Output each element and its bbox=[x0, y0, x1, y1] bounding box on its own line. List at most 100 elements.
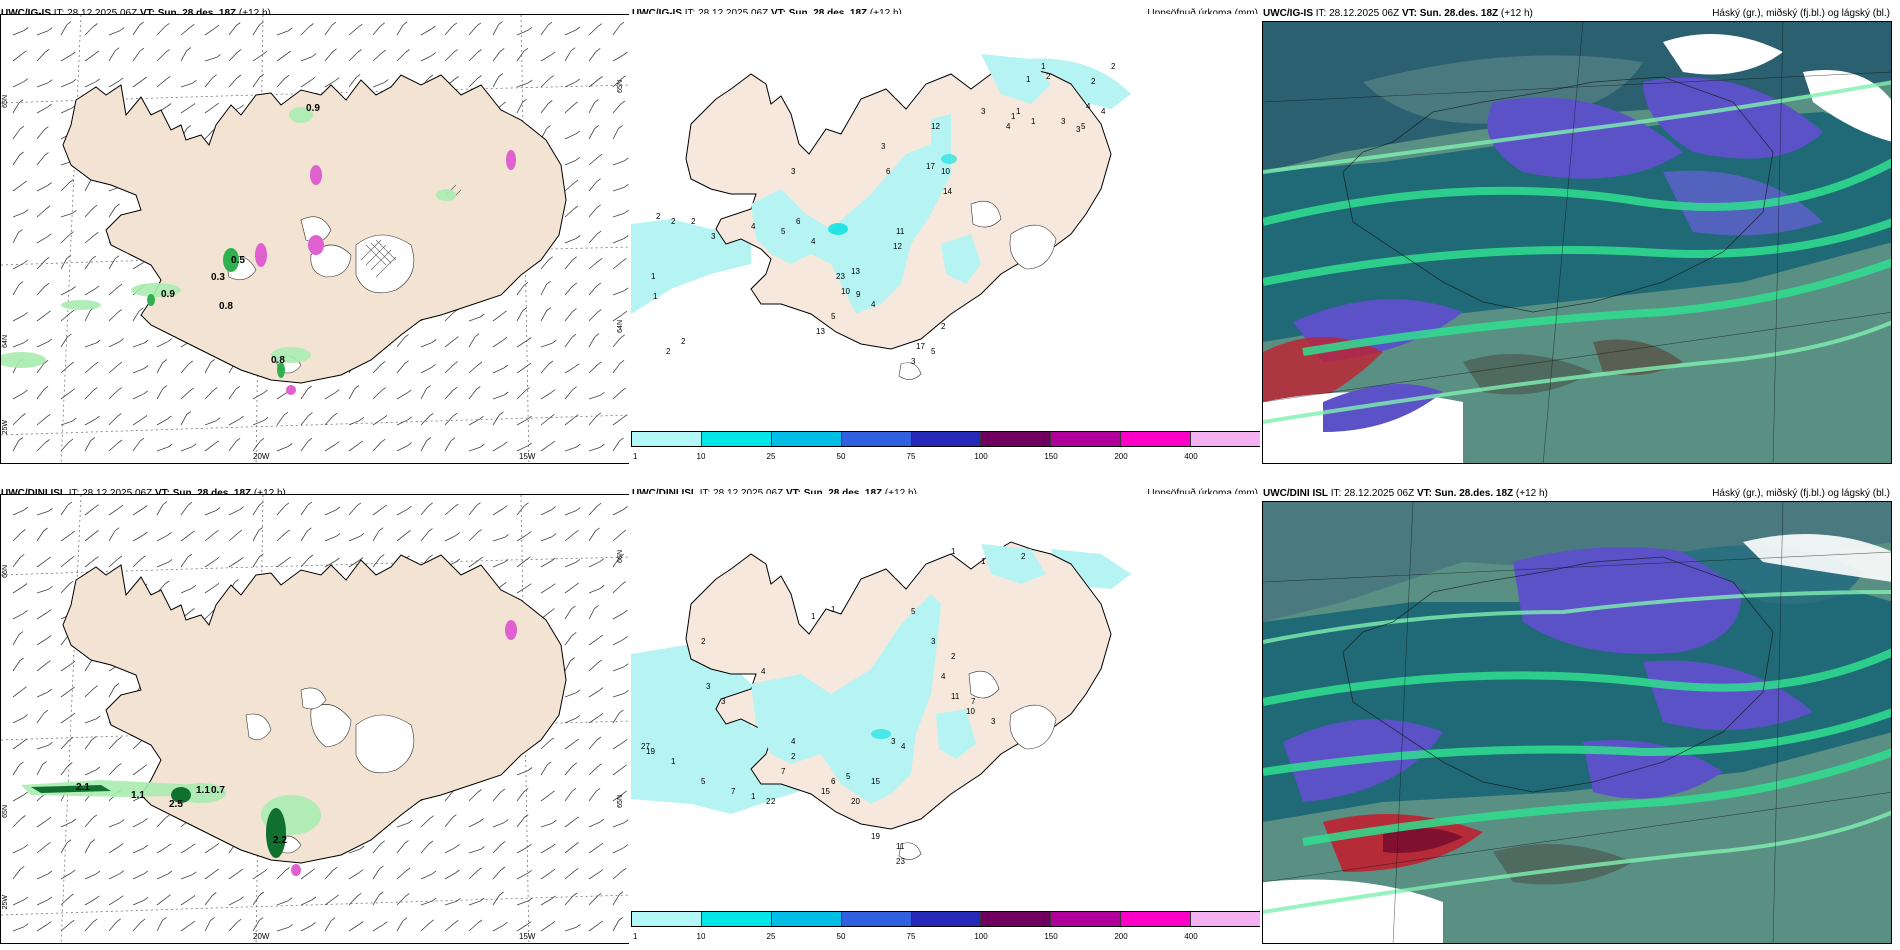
wind-barb bbox=[444, 389, 454, 400]
wind-barb-flag bbox=[426, 385, 431, 389]
wind-barb-flag bbox=[548, 360, 554, 365]
precip-value: 1 bbox=[653, 292, 658, 301]
wind-barb bbox=[180, 556, 189, 568]
wind-barb-flag bbox=[550, 583, 556, 588]
wind-barb-flag bbox=[624, 157, 629, 162]
wind-barb-flag bbox=[526, 362, 532, 367]
wind-barb-flag bbox=[71, 818, 77, 823]
wind-barb-flag bbox=[476, 22, 482, 27]
wind-barb bbox=[108, 739, 118, 750]
wind-barb-flag bbox=[331, 21, 337, 26]
precip-value: 2 bbox=[1046, 72, 1051, 81]
wind-barb bbox=[36, 389, 45, 400]
wind-barb bbox=[12, 794, 24, 802]
wind-barb bbox=[564, 311, 573, 322]
wind-barb-flag bbox=[499, 411, 504, 416]
wind-barb-flag bbox=[23, 896, 29, 901]
wind-barb-flag bbox=[619, 553, 625, 558]
wind-barb-flag bbox=[426, 437, 432, 441]
wind-barb bbox=[612, 24, 621, 36]
wind-barb bbox=[540, 342, 553, 348]
wind-barb bbox=[540, 259, 550, 270]
wind-barb-flag bbox=[406, 530, 411, 534]
wind-barb-flag bbox=[210, 359, 215, 363]
wind-barb-flag bbox=[72, 209, 77, 214]
wind-barb-flag bbox=[476, 502, 481, 506]
wind-barb-flag bbox=[115, 203, 120, 208]
wind-barb bbox=[492, 76, 500, 88]
wind-barb-flag bbox=[283, 411, 289, 416]
wind-barb-flag bbox=[428, 502, 433, 507]
wind-barb bbox=[180, 363, 190, 374]
wind-barb bbox=[564, 259, 574, 270]
wind-barb-flag bbox=[309, 23, 314, 27]
lon-label: 15W bbox=[519, 452, 536, 461]
wind-barb-flag bbox=[356, 502, 362, 507]
wind-barb-flag bbox=[307, 385, 312, 390]
wind-barb-flag bbox=[214, 842, 220, 847]
precip-value: 11 bbox=[896, 842, 905, 851]
wind-barb-flag bbox=[311, 922, 316, 926]
wind-barb-flag bbox=[453, 919, 459, 924]
wind-barb-flag bbox=[357, 49, 362, 53]
wind-barb bbox=[204, 443, 215, 452]
wind-barb bbox=[468, 870, 478, 880]
wind-barb-flag bbox=[599, 818, 605, 823]
colorbar-tick: 400 bbox=[1184, 932, 1198, 941]
wind-barb-flag bbox=[143, 896, 149, 901]
wind-barb-flag bbox=[166, 894, 171, 899]
wind-barb-flag bbox=[142, 764, 147, 769]
wind-barb bbox=[444, 817, 453, 828]
wind-barb-flag bbox=[69, 893, 74, 898]
wind-barb bbox=[84, 53, 96, 62]
wind-barb bbox=[156, 846, 168, 854]
wind-barb-flag bbox=[45, 205, 51, 210]
wind-barb bbox=[588, 312, 598, 322]
wind-barb-flag bbox=[431, 339, 437, 343]
wind-barb bbox=[612, 767, 623, 776]
precip-value: 2 bbox=[701, 637, 706, 646]
wind-barb-flag bbox=[360, 845, 365, 850]
wind-barb bbox=[276, 927, 289, 932]
wind-barb-flag bbox=[45, 439, 50, 443]
wind-barb bbox=[276, 53, 287, 62]
wind-barb bbox=[372, 418, 384, 426]
wind-barb-flag bbox=[190, 608, 195, 612]
wind-barb-flag bbox=[576, 923, 581, 928]
wind-barb-flag bbox=[117, 439, 123, 444]
wind-barb bbox=[588, 364, 598, 374]
wind-barb bbox=[396, 508, 408, 516]
wind-barb bbox=[84, 258, 93, 270]
wind-barb-flag bbox=[46, 816, 52, 821]
precip-colorbar bbox=[631, 911, 1260, 927]
wind-barb bbox=[564, 238, 577, 244]
wind-barb-flag bbox=[431, 870, 437, 875]
wind-barb-flag bbox=[117, 387, 122, 391]
wind-barb bbox=[588, 845, 600, 854]
wind-barb-flag bbox=[335, 533, 341, 537]
precip-value: 17 bbox=[916, 342, 925, 351]
precip-value: 5 bbox=[781, 227, 786, 236]
wind-barb bbox=[84, 842, 92, 854]
wind-barb-flag bbox=[95, 78, 101, 83]
wind-barb bbox=[468, 25, 478, 36]
wind-barb-flag bbox=[598, 687, 604, 691]
wind-barb bbox=[612, 313, 624, 322]
precip-value: 2 bbox=[691, 217, 696, 226]
wind-barb-flag bbox=[599, 558, 605, 563]
wind-barb-flag bbox=[596, 502, 602, 507]
wind-barb-flag bbox=[596, 282, 602, 287]
precip-value: 23 bbox=[836, 272, 845, 281]
wind-barb-flag bbox=[69, 361, 75, 366]
wind-barb-flag bbox=[23, 506, 29, 511]
wind-barb-flag bbox=[215, 507, 221, 511]
wind-barb bbox=[324, 24, 333, 36]
colorbar-tick: 10 bbox=[696, 452, 706, 461]
wind-barb-flag bbox=[190, 530, 195, 535]
precip-value: 6 bbox=[796, 217, 801, 226]
wind-barb-flag bbox=[119, 819, 125, 823]
wind-barb-flag bbox=[527, 442, 533, 447]
wind-barb-flag bbox=[263, 417, 269, 421]
precip-value: 2 bbox=[771, 797, 776, 806]
wind-barb bbox=[492, 894, 500, 906]
